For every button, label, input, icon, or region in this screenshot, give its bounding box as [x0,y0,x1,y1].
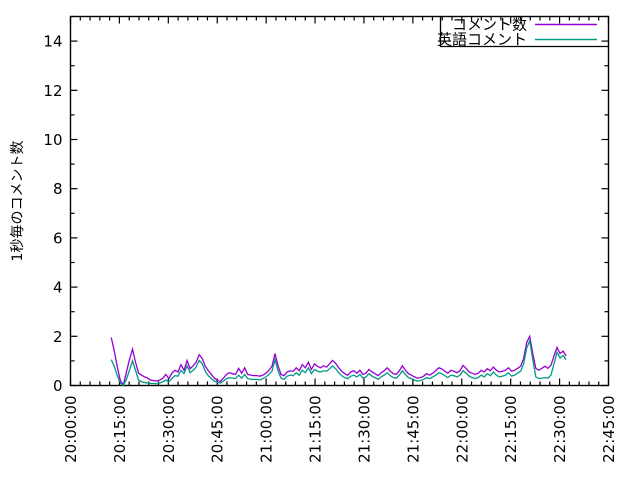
x-tick-label: 20:30:00 [160,396,178,463]
legend-label-comment-count: コメント数 [452,16,527,34]
x-tick-label: 20:45:00 [209,396,227,463]
y-axis-ticks [70,15,609,387]
x-tick-label: 22:45:00 [600,396,618,463]
plot-border [69,15,610,387]
x-tick-label: 20:00:00 [62,396,80,463]
y-tick-label: 2 [53,328,63,346]
x-axis-ticks [69,16,610,386]
y-tick-label: 0 [53,377,63,395]
y-tick-label: 14 [43,33,62,51]
y-tick-label: 10 [43,131,62,149]
legend-label-english-comment: 英語コメント [437,31,527,49]
x-tick-label: 21:30:00 [355,396,373,463]
y-axis-title: 1秒毎のコメント数 [10,141,26,262]
y-axis-tick-labels: 0 2 4 6 8 10 12 14 [43,33,62,395]
data-series-group [110,334,567,387]
y-tick-label: 6 [53,229,63,247]
y-tick-label: 8 [53,180,63,198]
series-line-comment-count [110,334,567,387]
series-line-english-comment [110,338,567,387]
x-tick-label: 22:30:00 [551,396,569,463]
x-tick-label: 21:15:00 [307,396,325,463]
y-axis-title-text: 1秒毎のコメント数 [10,141,26,262]
x-tick-label: 21:00:00 [258,396,276,463]
x-tick-label: 21:45:00 [404,396,422,463]
plot-frame [69,15,610,387]
x-tick-label: 22:00:00 [453,396,471,463]
y-tick-label: 4 [53,279,63,297]
x-tick-label: 20:15:00 [111,396,129,463]
x-axis-tick-labels: 20:00:00 20:15:00 20:30:00 20:45:00 21:00:00… [62,396,618,463]
legend-border [439,16,609,48]
y-tick-label: 12 [43,82,62,100]
x-tick-label: 22:15:00 [502,396,520,463]
